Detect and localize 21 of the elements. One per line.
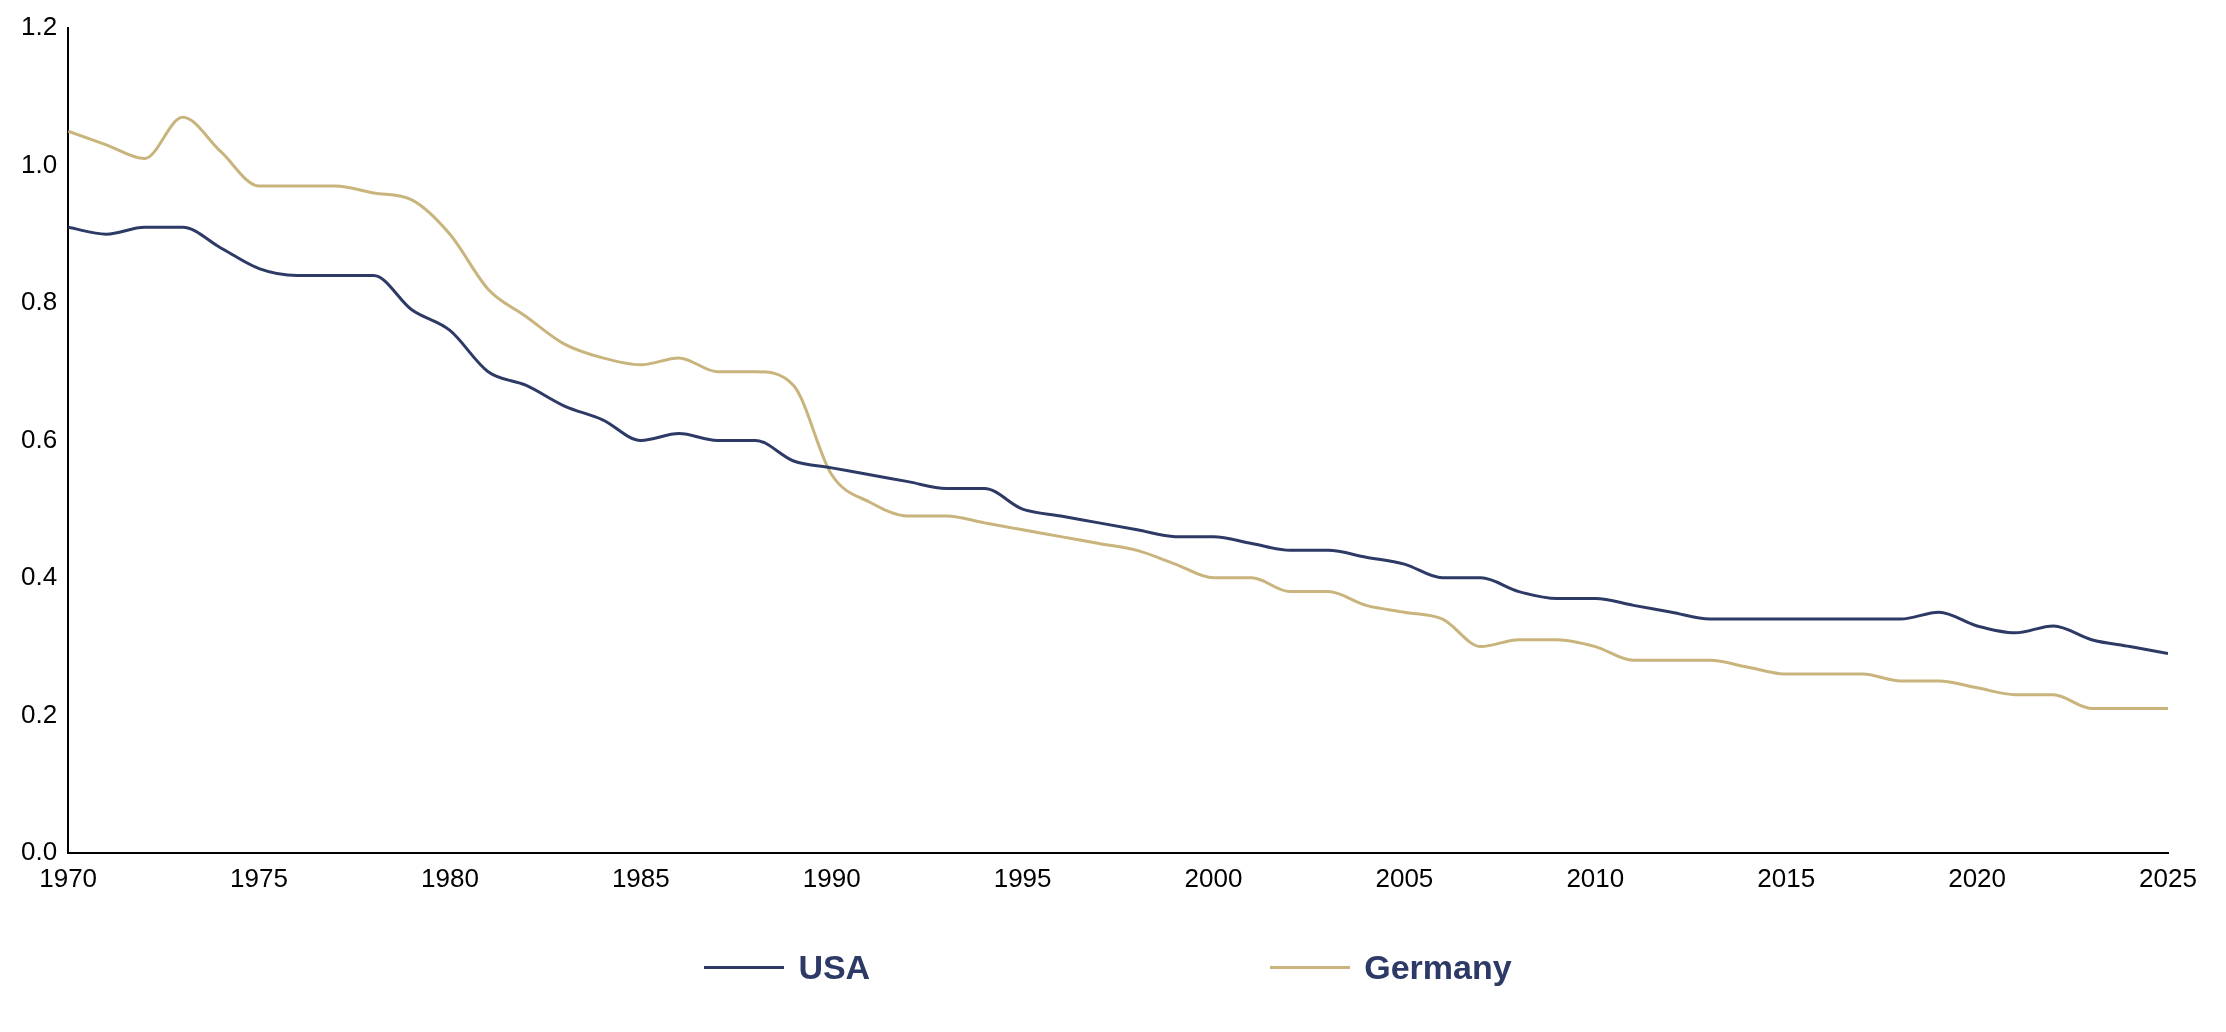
x-tick-label: 1980 — [421, 862, 479, 893]
x-tick-label: 2020 — [1948, 862, 2007, 893]
x-tick-label: 2025 — [2139, 862, 2197, 893]
x-tick-label: 2010 — [1566, 862, 1625, 893]
x-tick-label: 2015 — [1757, 862, 1816, 893]
y-tick-label: 0.8 — [20, 286, 58, 317]
line-series — [68, 115, 2168, 710]
y-tick-label: 1.2 — [20, 11, 58, 42]
y-tick-label: 0.2 — [20, 698, 58, 729]
y-tick-label: 0.6 — [20, 423, 58, 454]
x-tick-label: 2000 — [1184, 862, 1243, 893]
legend-label: USA — [798, 948, 871, 987]
x-tick-label: 1990 — [802, 862, 861, 893]
x-tick-label: 1985 — [611, 862, 670, 893]
y-tick-label: 1.0 — [20, 148, 58, 179]
line-series — [68, 225, 2168, 655]
x-tick-label: 2005 — [1375, 862, 1434, 893]
legend-label: Germany — [1364, 948, 1512, 987]
x-tick-label: 1975 — [230, 862, 288, 893]
x-tick-label: 1995 — [993, 862, 1052, 893]
y-tick-label: 0.4 — [20, 561, 58, 592]
